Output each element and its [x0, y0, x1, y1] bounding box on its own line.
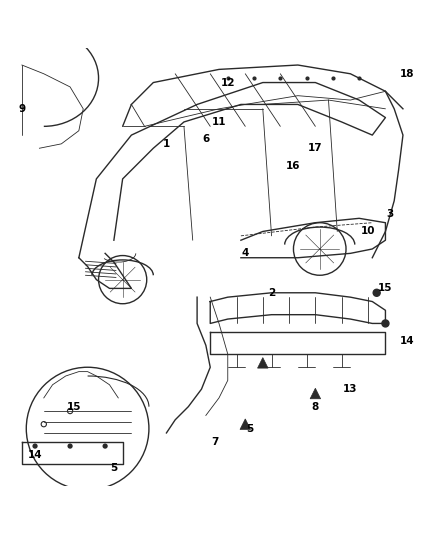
Text: 12: 12 [220, 77, 235, 87]
Text: 17: 17 [308, 143, 323, 154]
Polygon shape [258, 358, 268, 368]
Text: 16: 16 [286, 161, 301, 171]
Polygon shape [240, 419, 251, 430]
Text: 15: 15 [67, 402, 82, 411]
Text: 6: 6 [202, 134, 209, 144]
Polygon shape [310, 388, 321, 399]
Circle shape [32, 443, 38, 449]
Text: 4: 4 [242, 248, 249, 259]
Text: 8: 8 [312, 402, 319, 411]
Text: 11: 11 [212, 117, 226, 127]
Circle shape [382, 320, 389, 327]
Text: 2: 2 [268, 288, 275, 298]
Text: 15: 15 [378, 284, 393, 293]
Circle shape [373, 289, 380, 296]
Text: 7: 7 [211, 437, 218, 447]
Text: 13: 13 [343, 384, 358, 394]
Text: 5: 5 [246, 424, 253, 433]
Text: 1: 1 [163, 139, 170, 149]
Circle shape [67, 443, 73, 449]
Text: 14: 14 [28, 450, 42, 460]
Text: 14: 14 [400, 336, 415, 346]
Text: 9: 9 [18, 104, 25, 114]
Text: 3: 3 [386, 209, 393, 219]
Text: 10: 10 [360, 227, 375, 237]
Text: 18: 18 [400, 69, 415, 79]
Circle shape [102, 443, 108, 449]
Text: 5: 5 [110, 463, 117, 473]
